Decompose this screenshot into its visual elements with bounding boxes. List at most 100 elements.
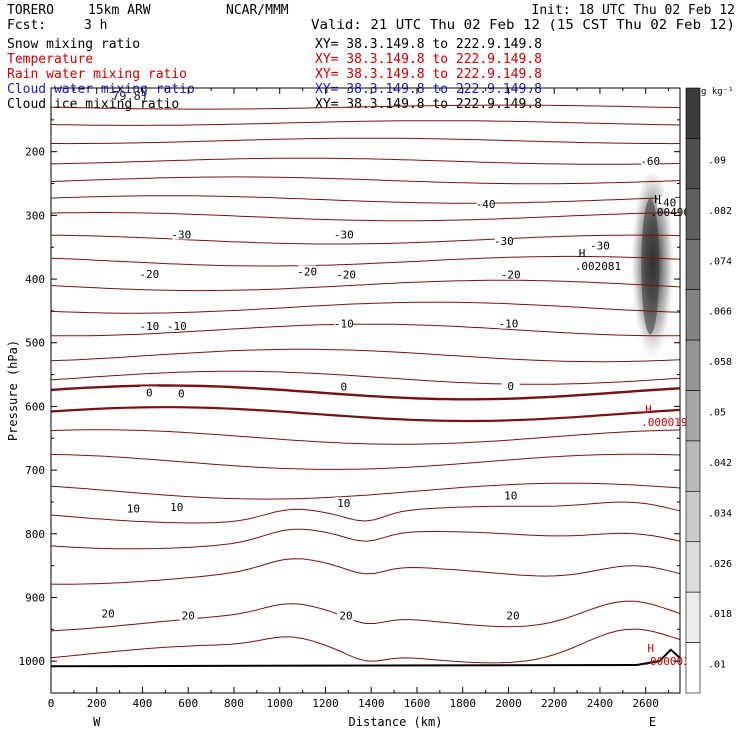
y-tick-label: 800 xyxy=(25,528,45,541)
contour-label: -20 xyxy=(501,269,521,282)
contour-label: -10 xyxy=(334,318,354,331)
x-tick-label: 600 xyxy=(178,697,198,710)
colorbar-tick-label: .074 xyxy=(708,256,732,267)
colorbar-segment xyxy=(685,188,701,240)
contour-label-bg xyxy=(167,320,186,332)
maximum-marker: H xyxy=(654,193,661,206)
contour-label-bg xyxy=(499,317,518,329)
terrain-line xyxy=(50,648,681,668)
contour-label-bg xyxy=(657,196,676,208)
x-tick-label: 2400 xyxy=(587,697,614,710)
valid-time: Valid: 21 UTC Thu 02 Feb 12 (15 CST Thu … xyxy=(311,18,735,33)
isotherm-line xyxy=(50,453,681,470)
isotherm-line xyxy=(51,323,680,337)
contour-label: -30 xyxy=(171,228,191,241)
isotherm-line xyxy=(50,528,681,550)
west-end-label: W xyxy=(93,715,101,729)
isotherm-line xyxy=(50,370,681,385)
contour-label-bg xyxy=(494,234,513,246)
colorbar-segment xyxy=(685,138,701,190)
field-name: Temperature xyxy=(7,52,93,67)
y-tick-label: 700 xyxy=(25,464,45,477)
x-tick-label: 2600 xyxy=(632,697,659,710)
x-axis-label: Distance (km) xyxy=(349,715,443,729)
isotherm-line xyxy=(50,600,681,632)
y-tick-label: 1000 xyxy=(19,655,46,668)
contour-label: -30 xyxy=(590,239,610,252)
field-name: Snow mixing ratio xyxy=(7,37,140,52)
contour-label-bg xyxy=(501,489,520,501)
isotherm-line xyxy=(50,104,681,110)
contour-label-bg xyxy=(334,228,353,240)
maximum-value: .004968 xyxy=(650,206,696,219)
field-xy-range: XY= 38.3.149.8 to 222.9.149.8 xyxy=(315,97,542,112)
colorbar-tick-label: .01 xyxy=(708,660,726,671)
contour-label-bg xyxy=(337,609,356,621)
isotherm-line xyxy=(50,628,681,664)
isotherm-line xyxy=(50,558,681,585)
colorbar-unit: g kg⁻¹ xyxy=(701,87,734,97)
init-time: Init: 18 UTC Thu 02 Feb 12 xyxy=(532,3,736,18)
contour-label: -10 xyxy=(499,318,519,331)
maximum-value: .0000035 xyxy=(643,655,696,668)
contour-label-bg xyxy=(334,380,353,392)
maximum-value: .002081 xyxy=(575,260,621,273)
x-tick-label: 1400 xyxy=(358,697,385,710)
x-tick-label: 1200 xyxy=(312,697,339,710)
field-xy-range: XY= 38.3.149.8 to 222.9.149.8 xyxy=(315,37,542,52)
colorbar-tick-label: .018 xyxy=(708,609,732,620)
model-resolution: 15km ARW xyxy=(88,3,151,18)
contour-label-bg xyxy=(501,380,520,392)
contour-label-bg xyxy=(334,497,353,509)
organization: NCAR/MMM xyxy=(226,3,289,18)
isotherm-line xyxy=(50,157,681,165)
colorbar-segment xyxy=(685,642,701,694)
contour-label: 10 xyxy=(504,490,517,503)
colorbar-tick-label: .082 xyxy=(708,206,732,217)
maximum-marker: H xyxy=(647,642,654,655)
contour-label-bg xyxy=(179,609,198,621)
maximum-marker: H xyxy=(645,403,652,416)
contour-label: -40 xyxy=(656,197,676,210)
contour-label: 0 xyxy=(146,386,153,399)
x-tick-label: 2000 xyxy=(495,697,522,710)
field-name: Rain water mixing ratio xyxy=(7,67,187,82)
contour-label: 20 xyxy=(182,609,195,622)
colorbar-tick-label: .058 xyxy=(708,357,732,368)
contour-label: -20 xyxy=(297,265,317,278)
y-tick-label: 200 xyxy=(25,146,45,159)
isotherm-line xyxy=(50,120,681,126)
contour-label-bg xyxy=(334,317,353,329)
colorbar-tick-label: .066 xyxy=(708,307,732,318)
contour-label-bg xyxy=(99,607,118,619)
isotherm-line xyxy=(50,482,681,500)
contour-label: -30 xyxy=(334,228,354,241)
colorbar-tick-label: .05 xyxy=(708,408,726,419)
contour-label: -10 xyxy=(139,320,159,333)
contour-label-bg xyxy=(590,239,609,251)
colorbar-tick-label: .026 xyxy=(708,559,732,570)
colorbar-tick-label: .09 xyxy=(708,155,726,166)
forecast-value: 3 h xyxy=(84,18,107,33)
contour-label-bg xyxy=(337,268,356,280)
isotherm-line xyxy=(50,195,681,204)
east-end-label: E xyxy=(649,715,656,729)
x-tick-label: 2200 xyxy=(541,697,568,710)
isotherm-line xyxy=(50,501,681,524)
contour-label: -20 xyxy=(139,268,159,281)
contour-label: 10 xyxy=(337,497,350,510)
contour-label-bg xyxy=(140,320,159,332)
contour-label-bg xyxy=(172,387,191,399)
x-tick-label: 400 xyxy=(133,697,153,710)
isotherm-line xyxy=(50,255,681,267)
contour-label: -60 xyxy=(640,155,660,168)
isotherm-line xyxy=(50,429,681,445)
colorbar-segment xyxy=(685,289,701,341)
colorbar-segment xyxy=(685,238,701,290)
y-tick-label: 300 xyxy=(25,209,45,222)
x-tick-label: 1600 xyxy=(404,697,431,710)
plot-frame xyxy=(50,87,681,694)
contour-label-bg xyxy=(124,502,143,514)
field-list: Snow mixing ratio XY= 38.3.149.8 to 222.9… xyxy=(7,37,542,112)
x-tick-label: 800 xyxy=(224,697,244,710)
